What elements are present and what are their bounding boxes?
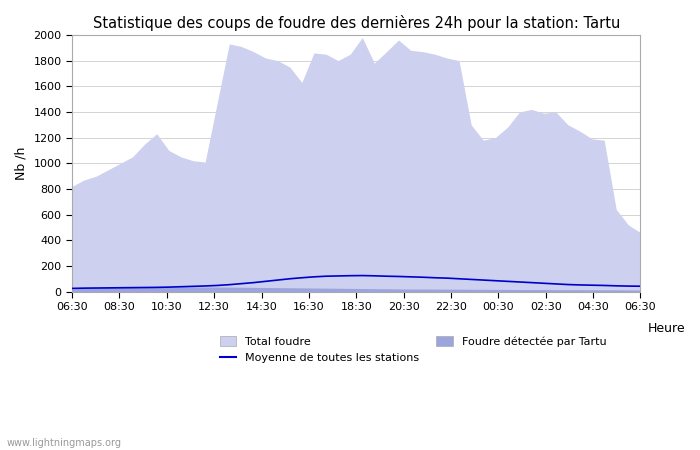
Moyenne de toutes les stations xyxy=(261,279,270,284)
Moyenne de toutes les stations xyxy=(249,280,258,285)
Moyenne de toutes les stations xyxy=(274,277,282,283)
Moyenne de toutes les stations xyxy=(370,273,379,279)
Moyenne de toutes les stations xyxy=(430,275,439,280)
Moyenne de toutes les stations xyxy=(128,285,136,290)
Moyenne de toutes les stations xyxy=(588,283,596,288)
Title: Statistique des coups de foudre des dernières 24h pour la station: Tartu: Statistique des coups de foudre des dern… xyxy=(92,15,620,31)
Moyenne de toutes les stations xyxy=(153,285,161,290)
Moyenne de toutes les stations xyxy=(80,285,88,291)
Moyenne de toutes les stations xyxy=(286,276,294,281)
Moyenne de toutes les stations xyxy=(491,278,500,284)
Moyenne de toutes les stations xyxy=(237,281,246,286)
Moyenne de toutes les stations xyxy=(515,279,524,285)
Moyenne de toutes les stations xyxy=(576,282,584,288)
Moyenne de toutes les stations xyxy=(407,274,415,279)
Text: Heure: Heure xyxy=(648,322,685,335)
Text: www.lightningmaps.org: www.lightningmaps.org xyxy=(7,438,122,448)
Moyenne de toutes les stations xyxy=(455,276,463,281)
Moyenne de toutes les stations xyxy=(201,283,209,288)
Moyenne de toutes les stations xyxy=(540,280,548,286)
Moyenne de toutes les stations xyxy=(334,273,342,279)
Moyenne de toutes les stations xyxy=(176,284,185,289)
Moyenne de toutes les stations xyxy=(479,277,487,283)
Moyenne de toutes les stations xyxy=(189,284,197,289)
Line: Moyenne de toutes les stations: Moyenne de toutes les stations xyxy=(72,275,641,288)
Moyenne de toutes les stations xyxy=(600,283,608,288)
Moyenne de toutes les stations xyxy=(298,275,306,280)
Moyenne de toutes les stations xyxy=(527,280,536,285)
Moyenne de toutes les stations xyxy=(636,284,645,289)
Moyenne de toutes les stations xyxy=(394,274,402,279)
Moyenne de toutes les stations xyxy=(382,274,391,279)
Moyenne de toutes les stations xyxy=(309,274,318,279)
Moyenne de toutes les stations xyxy=(624,284,633,289)
Moyenne de toutes les stations xyxy=(104,285,113,291)
Moyenne de toutes les stations xyxy=(612,283,620,288)
Moyenne de toutes les stations xyxy=(141,285,149,290)
Moyenne de toutes les stations xyxy=(322,274,330,279)
Moyenne de toutes les stations xyxy=(213,283,221,288)
Legend: Total foudre, Moyenne de toutes les stations, Foudre détectée par Tartu: Total foudre, Moyenne de toutes les stat… xyxy=(220,336,606,363)
Moyenne de toutes les stations xyxy=(346,273,354,279)
Moyenne de toutes les stations xyxy=(164,284,173,290)
Moyenne de toutes les stations xyxy=(419,274,427,280)
Moyenne de toutes les stations xyxy=(225,282,234,288)
Moyenne de toutes les stations xyxy=(503,279,512,284)
Moyenne de toutes les stations xyxy=(443,275,452,281)
Moyenne de toutes les stations xyxy=(116,285,125,290)
Moyenne de toutes les stations xyxy=(68,286,76,291)
Moyenne de toutes les stations xyxy=(358,273,367,278)
Moyenne de toutes les stations xyxy=(552,281,560,287)
Moyenne de toutes les stations xyxy=(564,282,572,287)
Moyenne de toutes les stations xyxy=(92,285,101,291)
Y-axis label: Nb /h: Nb /h xyxy=(15,147,28,180)
Moyenne de toutes les stations xyxy=(467,277,475,282)
